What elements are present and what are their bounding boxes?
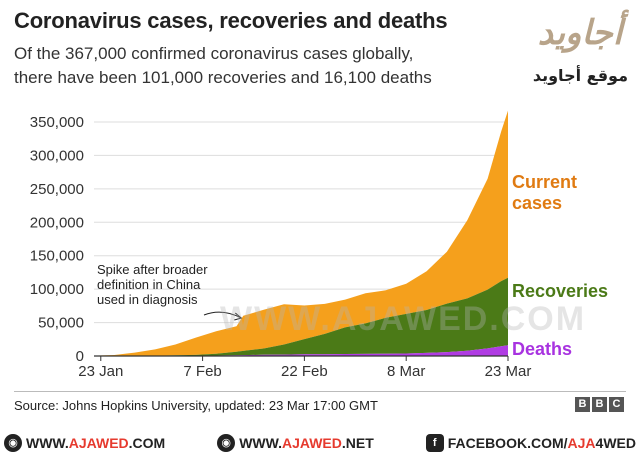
bbc-letter: C — [609, 397, 624, 412]
recoveries-area — [94, 277, 508, 356]
annotation-arrowhead — [234, 312, 243, 321]
y-tick-label: 150,000 — [30, 248, 84, 265]
x-tick-label: 23 Mar — [485, 363, 532, 380]
deaths-area — [94, 345, 508, 356]
footer-link-text: WWW.AJAWED.COM — [26, 434, 166, 451]
bbc-letter: B — [575, 397, 590, 412]
area-chart: 0 50,000 100,000 150,000 200,000 250,000 300,0… — [30, 110, 608, 380]
footer-link-facebook[interactable]: f FACEBOOK.COM/AJA4WED — [425, 433, 636, 452]
footer-bar: ◉ WWW.AJAWED.COM ◉ WWW.AJAWED.NET f FACE… — [0, 428, 640, 457]
divider-line — [14, 391, 626, 392]
annotation-arrow — [203, 311, 242, 319]
y-tick-label: 300,000 — [30, 147, 84, 164]
deaths-label: Deaths — [512, 339, 572, 359]
footer-link-text: WWW.AJAWED.NET — [239, 434, 374, 451]
x-tick-label: 7 Feb — [183, 363, 221, 380]
chart-title: Coronavirus cases, recoveries and deaths — [14, 8, 448, 33]
footer-link-net[interactable]: ◉ WWW.AJAWED.NET — [217, 433, 374, 452]
footer-link-com[interactable]: ◉ WWW.AJAWED.COM — [4, 433, 166, 452]
x-tick-label: 8 Mar — [387, 363, 425, 380]
x-tick-label: 23 Jan — [78, 363, 123, 380]
facebook-icon: f — [425, 433, 444, 452]
y-tick-label: 350,000 — [30, 114, 84, 131]
source-note: Source: Johns Hopkins University, update… — [14, 398, 378, 413]
annotation-text: used in diagnosis — [97, 292, 198, 307]
bbc-logo: B B C — [575, 397, 624, 412]
ajawed-logo: أجاويد — [537, 13, 623, 53]
subtitle-line-2: there have been 101,000 recoveries and 1… — [14, 68, 432, 87]
subtitle-line-1: Of the 367,000 confirmed coronavirus cas… — [14, 44, 414, 63]
annotation-text: Spike after broader — [97, 262, 208, 277]
globe-icon: ◉ — [4, 433, 22, 452]
annotation-text: definition in China — [97, 277, 201, 292]
recoveries-label: Recoveries — [512, 281, 608, 301]
y-tick-label: 250,000 — [30, 181, 84, 198]
y-tick-label: 200,000 — [30, 214, 84, 231]
y-tick-label: 0 — [76, 348, 84, 365]
current-cases-label: Current cases — [512, 172, 577, 213]
y-tick-label: 50,000 — [38, 315, 84, 332]
bbc-letter: B — [592, 397, 607, 412]
x-tick-label: 22 Feb — [281, 363, 328, 380]
chart-subtitle: Of the 367,000 confirmed coronavirus cas… — [14, 42, 534, 90]
globe-icon: ◉ — [217, 433, 236, 452]
footer-link-text: FACEBOOK.COM/AJA4WED — [447, 434, 636, 451]
ajawed-site-name: موقع أجاويد — [532, 66, 628, 85]
y-tick-label: 100,000 — [30, 281, 84, 298]
current-cases-area — [94, 110, 508, 356]
